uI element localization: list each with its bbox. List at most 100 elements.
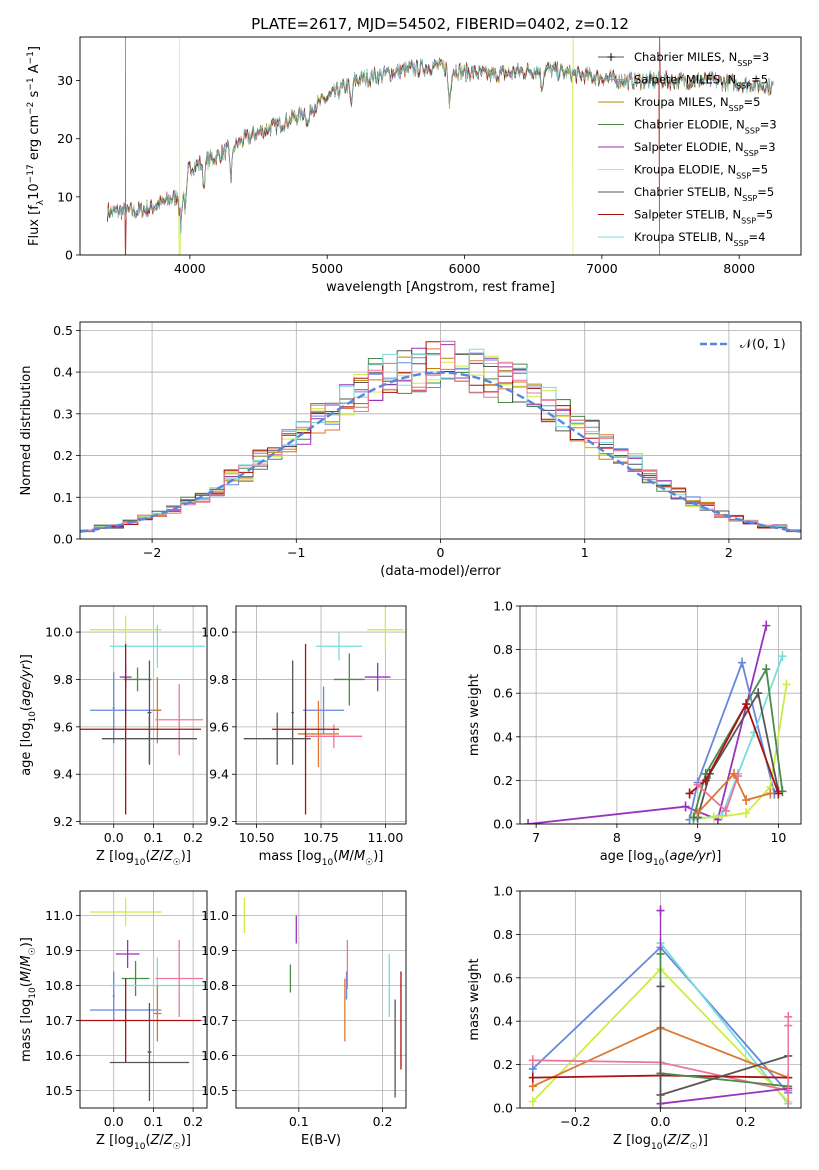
- x-tick-label: 5000: [311, 261, 343, 276]
- weight-marker: [681, 801, 690, 812]
- weight-marker: [729, 768, 738, 779]
- x-axis-label: E(B-V): [301, 1133, 341, 1148]
- errorbar-point: [153, 985, 162, 1042]
- y-tick-label: 9.4: [53, 767, 73, 782]
- x-tick-label: 6000: [449, 261, 481, 276]
- chart-residuals: −2 −1 0 1 2 0.0 0.1 0.2 0.3 0.4 0.5 (data-model)/er…: [19, 321, 802, 579]
- x-tick-label: 8000: [723, 261, 755, 276]
- x-axis-label: (data-model)/error: [380, 564, 501, 579]
- y-tick-label: 0.4: [493, 1014, 513, 1029]
- y-tick-label: 0: [65, 248, 73, 263]
- errorbar-point: [243, 712, 311, 765]
- x-axis-label: mass [log10(M/M☉)]: [259, 849, 384, 868]
- errorbar-point: [367, 608, 404, 652]
- x-tick-label: 4000: [174, 261, 206, 276]
- y-tick-label: 0.3: [53, 406, 73, 421]
- legend-marker: +: [606, 50, 616, 64]
- y-tick-label: 10: [57, 189, 73, 204]
- errorbar-point: [147, 660, 152, 765]
- x-tick-label: 10.50: [239, 830, 275, 845]
- x-tick-label: 0.1: [143, 830, 163, 845]
- errorbar-point: [291, 660, 294, 765]
- weight-line: [660, 1072, 789, 1088]
- errorbar-point: [272, 643, 340, 815]
- errorbar-point: [297, 700, 340, 768]
- y-tick-label: 10.6: [45, 1048, 73, 1063]
- y-tick-label: 0.8: [493, 927, 513, 942]
- errorbar-point: [153, 677, 162, 744]
- weight-marker: [685, 788, 694, 799]
- errorbar-point: [155, 684, 204, 756]
- weight-marker: [742, 795, 751, 806]
- errorbar-point: [333, 653, 365, 706]
- x-tick-label: 0: [437, 545, 445, 560]
- y-axis-label: Normed distribution: [19, 366, 34, 496]
- y-tick-label: 1.0: [493, 884, 513, 899]
- plot-area: [107, 37, 774, 255]
- x-tick-label: 0.0: [104, 1114, 124, 1129]
- y-tick-label: 10.9: [201, 943, 229, 958]
- axes-frame: [235, 605, 407, 825]
- weight-marker: [774, 788, 783, 799]
- axes-frame: [79, 890, 208, 1109]
- x-tick-label: 2: [725, 545, 733, 560]
- legend-entry: Chabrier ELODIE, NSSP=3: [634, 118, 777, 136]
- x-tick-label: 7: [532, 830, 540, 845]
- y-tick-label: 0.0: [493, 1101, 513, 1116]
- histogram-series: [80, 341, 801, 532]
- weight-line: [696, 772, 771, 814]
- chart-z_mass: 0.0 0.1 0.2 10.5 10.6 10.7 10.8 10.9 11.0 Z [log1…: [19, 890, 208, 1152]
- weight-series: [689, 664, 787, 823]
- weight-line: [688, 659, 776, 820]
- x-tick-label: 11.00: [367, 830, 403, 845]
- x-axis-label: Z [log10(Z/Z☉)]: [96, 849, 191, 868]
- x-tick-label: 7000: [586, 261, 618, 276]
- legend-entry: Chabrier MILES, NSSP=3: [634, 50, 769, 68]
- weight-marker: [766, 788, 775, 799]
- plot-area: [524, 620, 791, 824]
- axes-frame: [519, 890, 802, 1109]
- axes-frame: [79, 321, 802, 540]
- y-tick-label: 0.5: [53, 323, 73, 338]
- legend-entry: Kroupa MILES, NSSP=5: [634, 95, 760, 113]
- weight-marker: [742, 699, 751, 710]
- errorbar-point: [315, 632, 363, 661]
- weight-series: [693, 768, 775, 819]
- y-tick-label: 30: [57, 73, 73, 88]
- axes-frame: [79, 36, 802, 256]
- chart-mass_age: 10.50 10.75 11.00 9.2 9.4 9.6 9.8 10.0 mass [log…: [201, 605, 407, 868]
- errorbar-point: [121, 961, 150, 996]
- weight-line: [528, 625, 768, 824]
- legend-entry: Kroupa ELODIE, NSSP=5: [634, 163, 768, 181]
- weight-marker: [709, 812, 718, 823]
- x-tick-label: 8: [613, 830, 621, 845]
- x-axis-label: age [log10(age/yr)]: [600, 849, 722, 868]
- y-tick-label: 9.6: [209, 719, 229, 734]
- legend-entry: 𝒩(0, 1): [740, 336, 786, 351]
- y-tick-label: 10.6: [201, 1048, 229, 1063]
- plot-area: [80, 615, 206, 815]
- weight-marker: [528, 1072, 537, 1083]
- y-tick-label: 0.2: [53, 448, 73, 463]
- weight-line: [660, 1087, 789, 1105]
- errorbar-point: [80, 643, 202, 815]
- x-tick-label: 0.1: [143, 1114, 163, 1129]
- x-tick-label: 0.2: [373, 1114, 393, 1129]
- errorbar-point: [305, 724, 363, 749]
- normal-curve: [80, 371, 801, 533]
- weight-series: [656, 938, 793, 1108]
- y-tick-label: 11.0: [45, 908, 73, 923]
- y-tick-label: 0.4: [53, 365, 73, 380]
- y-tick-label: 10.5: [201, 1083, 229, 1098]
- figure-title: PLATE=2617, MJD=54502, FIBERID=0402, z=0…: [251, 15, 629, 33]
- y-tick-label: 9.4: [209, 767, 229, 782]
- axes-frame: [519, 605, 802, 825]
- errorbar-point: [89, 898, 162, 926]
- x-tick-label: 9: [694, 830, 702, 845]
- legend: + Chabrier MILES, NSSP=3 Salpeter MILES, N…: [598, 50, 777, 248]
- weight-marker: [762, 664, 771, 675]
- y-tick-label: 9.2: [209, 814, 229, 829]
- x-tick-label: 0.1: [289, 1114, 309, 1129]
- plot-area: [80, 898, 206, 1101]
